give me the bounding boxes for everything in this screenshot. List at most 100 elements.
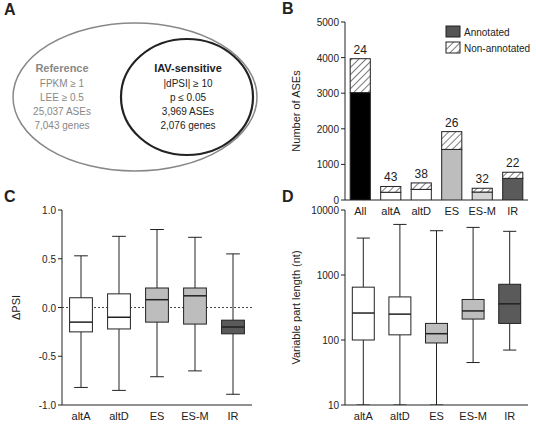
y-tick bbox=[341, 93, 345, 94]
lower-whisker bbox=[509, 323, 510, 350]
y-tick-label: 1.0 bbox=[42, 205, 56, 216]
upper-cap bbox=[357, 238, 370, 239]
percent-label: 24 bbox=[354, 43, 368, 57]
y-tick-label: 100 bbox=[322, 335, 339, 346]
box bbox=[352, 287, 374, 340]
y-tick bbox=[341, 405, 345, 406]
iav-ellipse bbox=[121, 39, 253, 155]
x-tick-label: ES-M bbox=[181, 410, 209, 422]
x-tick-label: ES-M bbox=[459, 410, 487, 422]
median bbox=[108, 317, 131, 319]
y-tick bbox=[58, 258, 62, 259]
lower-cap bbox=[226, 394, 240, 395]
median bbox=[426, 333, 448, 335]
upper-cap bbox=[430, 230, 443, 231]
lower-whisker bbox=[81, 332, 82, 388]
x-tick-label: IR bbox=[504, 410, 515, 422]
bar-segment bbox=[350, 93, 370, 200]
x-tick-label: altD bbox=[390, 410, 410, 422]
y-tick bbox=[341, 57, 345, 58]
y-tick bbox=[58, 210, 62, 211]
y-tick-label: 4000 bbox=[317, 53, 340, 64]
upper-whisker bbox=[473, 227, 474, 299]
x-axis bbox=[345, 405, 528, 406]
reference-ellipse bbox=[13, 23, 257, 171]
y-tick bbox=[341, 22, 345, 23]
panel-label: B bbox=[282, 0, 294, 17]
y-tick bbox=[341, 128, 345, 129]
upper-whisker bbox=[195, 237, 196, 288]
legend-swatch bbox=[446, 26, 460, 37]
y-tick-label: 10000 bbox=[311, 205, 339, 216]
y-tick-label: 3000 bbox=[317, 88, 340, 99]
bar-segment bbox=[381, 192, 401, 200]
lower-whisker bbox=[363, 340, 364, 405]
y-tick-label: 5000 bbox=[317, 17, 340, 28]
median bbox=[70, 321, 93, 323]
box bbox=[70, 298, 93, 332]
x-tick-label: altD bbox=[109, 410, 129, 422]
x-tick-label: ES-M bbox=[469, 205, 497, 217]
bar-segment bbox=[381, 186, 401, 192]
upper-cap bbox=[226, 253, 240, 254]
y-axis-title: ΔPSI bbox=[10, 295, 22, 320]
x-tick-label: ES bbox=[429, 410, 444, 422]
x-tick-label: altA bbox=[72, 410, 92, 422]
median bbox=[499, 303, 521, 305]
lower-cap bbox=[150, 376, 164, 377]
x-tick-label: altA bbox=[381, 205, 401, 217]
y-tick-label: -0.5 bbox=[39, 351, 57, 362]
upper-whisker bbox=[119, 236, 120, 294]
y-tick-label: 2000 bbox=[317, 124, 340, 135]
x-tick-label: All bbox=[354, 205, 366, 217]
percent-label: 32 bbox=[476, 172, 490, 186]
bar-segment bbox=[503, 172, 523, 178]
lower-cap bbox=[188, 370, 202, 371]
x-tick-label: ES bbox=[444, 205, 459, 217]
bar-segment bbox=[411, 189, 431, 200]
plot-area bbox=[350, 59, 523, 200]
x-tick-label: ES bbox=[150, 410, 165, 422]
lower-whisker bbox=[436, 343, 437, 405]
lower-cap bbox=[393, 405, 406, 406]
median bbox=[184, 295, 207, 297]
box bbox=[389, 297, 411, 335]
reference-line: 25,037 ASEs bbox=[33, 106, 91, 117]
bar-segment bbox=[350, 59, 370, 93]
lower-cap bbox=[74, 387, 88, 388]
upper-whisker bbox=[436, 231, 437, 324]
bar-segment bbox=[503, 178, 523, 200]
upper-cap bbox=[150, 229, 164, 230]
y-axis-title: Variable part length (nt) bbox=[290, 250, 302, 364]
percent-label: 43 bbox=[384, 170, 398, 184]
y-tick bbox=[341, 164, 345, 165]
lower-whisker bbox=[119, 329, 120, 390]
y-tick-label: -1.0 bbox=[39, 400, 57, 411]
lower-cap bbox=[503, 350, 516, 351]
iav-line: p ≤ 0.05 bbox=[170, 92, 207, 103]
box bbox=[462, 299, 484, 319]
upper-whisker bbox=[399, 224, 400, 297]
percent-label: 38 bbox=[415, 167, 429, 181]
y-tick-label: 1000 bbox=[317, 159, 340, 170]
panel-label: C bbox=[4, 188, 16, 205]
lower-whisker bbox=[195, 324, 196, 371]
legend-label: Non-annotated bbox=[464, 43, 530, 54]
x-axis bbox=[62, 405, 252, 406]
box bbox=[184, 288, 207, 324]
lower-whisker bbox=[233, 334, 234, 394]
upper-cap bbox=[467, 227, 480, 228]
iav-line: |dPSI| ≥ 10 bbox=[163, 78, 212, 89]
box bbox=[146, 288, 169, 322]
box bbox=[499, 284, 521, 323]
y-tick bbox=[341, 275, 345, 276]
median bbox=[352, 312, 374, 314]
y-tick bbox=[341, 340, 345, 341]
y-tick bbox=[341, 200, 345, 201]
box bbox=[222, 320, 245, 334]
iav-line: 2,076 genes bbox=[160, 120, 215, 131]
reference-line: LEE ≥ 0.5 bbox=[40, 92, 84, 103]
upper-cap bbox=[74, 255, 88, 256]
bar-segment bbox=[442, 132, 462, 150]
reference-line: FPKM ≥ 1 bbox=[40, 78, 85, 89]
